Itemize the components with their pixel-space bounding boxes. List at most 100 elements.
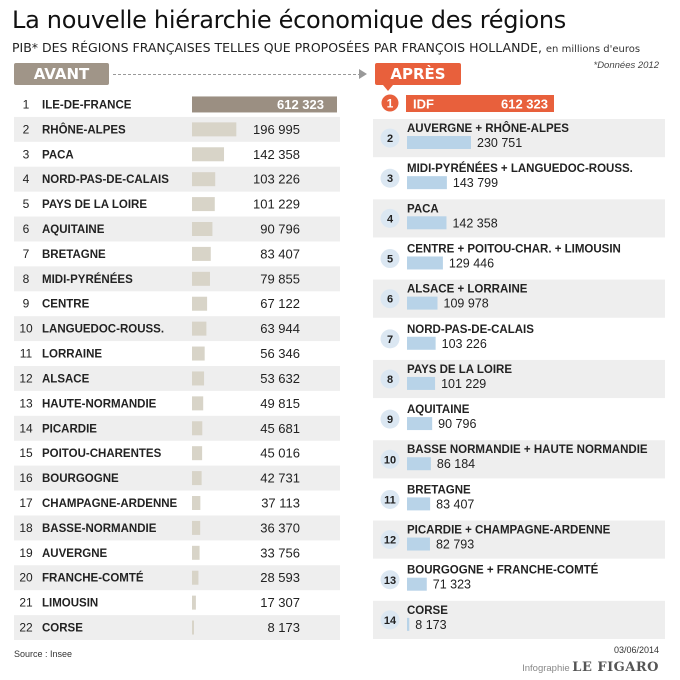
chart-title: La nouvelle hiérarchie économique des ré… [12,6,567,34]
row-background [14,515,340,541]
bar [407,296,438,310]
rank-circle [380,610,400,630]
region-label: HAUTE-NORMANDIE [42,398,157,410]
row-background [14,565,340,591]
rank-label: 6 [23,222,30,236]
rank-label: 4 [23,172,30,186]
value-label: 196 995 [253,122,300,137]
value-label: 37 113 [261,496,300,511]
rank-label: 2 [387,133,393,145]
rank-label: 17 [19,496,33,510]
bar [192,421,203,436]
region-label: ALSACE + LORRAINE [407,284,528,296]
bar [192,545,200,560]
bar [192,96,337,113]
bar [406,95,554,112]
region-label: CORSE [42,623,83,635]
rank-label: 3 [23,147,30,161]
rank-label: 21 [19,596,33,610]
avant-chart: 1 ILE-DE-FRANCE 612 323 2 RHÔNE-ALPES 196 995… [14,96,340,640]
value-label: 8 173 [267,620,300,635]
region-label: ALSACE [42,373,90,385]
rank-label: 7 [387,334,393,346]
bar [192,496,201,510]
region-label: BASSE NORMANDIE + HAUTE NORMANDIE [407,444,648,456]
bar [192,371,205,386]
region-label: CENTRE + POITOU-CHAR. + LIMOUSIN [407,243,621,255]
region-label: IDF [413,97,434,112]
rank-label: 1 [23,97,30,111]
value-label: 612 323 [501,97,548,112]
rank-label: 12 [384,535,396,547]
bar [192,446,203,461]
value-label: 63 944 [260,321,300,336]
region-label: AUVERGNE [42,548,108,560]
row-background [14,316,340,342]
region-label: BRETAGNE [42,249,106,261]
region-label: LORRAINE [42,349,102,361]
bar [192,620,194,635]
region-label: ILE-DE-FRANCE [42,99,132,111]
row-background [14,366,340,391]
bar [407,136,471,149]
rank-circle [380,289,400,309]
value-label: 142 358 [253,147,300,162]
value-label: 56 346 [260,346,300,361]
rank-label: 11 [384,494,396,506]
region-label: POITOU-CHARENTES [42,448,162,460]
region-label: RHÔNE-ALPES [42,123,126,136]
rank-label: 19 [19,546,33,560]
region-label: PICARDIE + CHAMPAGNE-ARDENNE [407,525,611,537]
arrow-head-icon [359,69,367,79]
rank-circle [380,570,400,590]
bar [407,417,433,431]
rank-circle [380,530,400,550]
region-label: MIDI-PYRÉNÉES + LANGUEDOC-ROUSS. [407,162,633,175]
value-label: 103 226 [442,337,487,351]
rank-label: 6 [387,294,393,306]
region-label: LIMOUSIN [42,598,98,610]
arrow-line [113,74,361,75]
value-label: 42 731 [260,471,300,486]
value-label: 53 632 [260,371,300,386]
rank-label: 13 [384,575,396,587]
region-label: AQUITAINE [42,224,105,236]
value-label: 33 756 [260,545,300,560]
region-label: PICARDIE [42,423,97,435]
bar [407,617,410,631]
region-label: PACA [42,149,74,161]
rank-label: 15 [19,446,33,460]
region-label: PAYS DE LA LOIRE [407,364,512,376]
rank-circle [380,409,400,429]
bar [407,376,436,390]
apres-pointer-icon [383,85,393,91]
rank-label: 18 [19,521,33,535]
avant-header: AVANT [14,63,109,85]
value-label: 36 370 [260,520,300,535]
bar [192,147,225,162]
rank-label: 12 [19,371,33,385]
rank-circle [380,369,400,389]
value-label: 82 793 [436,538,474,552]
region-label: BOURGOGNE [42,473,119,485]
row-background [373,600,665,639]
bar [192,396,204,411]
rank-label: 20 [19,571,33,585]
apres-header: APRÈS [375,63,461,85]
value-label: 101 229 [441,377,486,391]
credit-prefix: Infographie [522,663,570,674]
row-background [14,116,340,142]
value-label: 143 799 [453,176,498,190]
rank-label: 5 [23,197,30,211]
value-label: 49 815 [260,396,300,411]
rank-circle [380,249,400,269]
rank-label: 3 [387,173,393,185]
row-background [14,415,340,441]
subtitle-text: PIB* DES RÉGIONS FRANÇAISES TELLES QUE P… [12,40,542,55]
rank-circle [380,449,400,469]
rank-label: 11 [20,347,33,361]
rank-label: 16 [19,471,33,485]
row-background [14,266,340,292]
bar [407,176,447,190]
bar [192,122,237,137]
